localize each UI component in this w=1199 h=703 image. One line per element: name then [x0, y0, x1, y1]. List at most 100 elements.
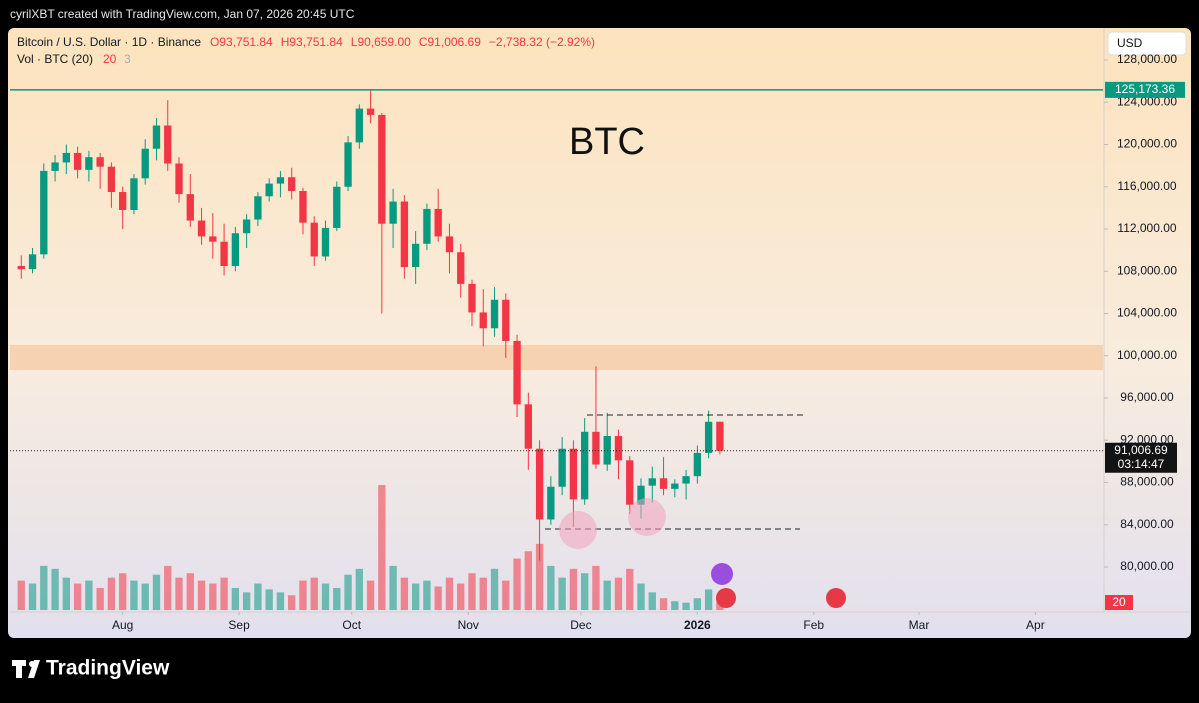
candle-body [28, 254, 37, 270]
resistance-zone [10, 345, 1103, 370]
volume-bar [366, 580, 375, 610]
candle-body [682, 476, 690, 484]
candle-body [411, 243, 420, 268]
candle-body [434, 208, 442, 237]
candle-body [197, 220, 206, 237]
candle-body [333, 186, 341, 228]
event-icon [716, 588, 736, 608]
y-tick-label: 88,000.00 [1120, 475, 1174, 489]
volume-bar [400, 577, 409, 610]
volume-bar [648, 592, 656, 610]
volume-bar [85, 580, 93, 610]
series-title: Bitcoin / U.S. Dollar · 1D · Binance [17, 35, 201, 49]
volume-bar [389, 565, 397, 610]
volume-bar [524, 551, 532, 610]
volume-bar [333, 587, 341, 610]
volume-bar [704, 589, 713, 610]
volume-bar [671, 601, 679, 610]
volume-bar [299, 580, 307, 610]
currency-label[interactable]: USD [1117, 36, 1143, 50]
candle-body [254, 196, 262, 220]
y-tick-label: 128,000.00 [1117, 52, 1177, 66]
candle-body [288, 177, 296, 191]
credit: cyrilXBT created with TradingView.com, J… [10, 7, 355, 21]
candle-body [423, 208, 431, 244]
volume-bar [603, 580, 611, 610]
candle-body [62, 152, 71, 163]
x-tick-label: Apr [1026, 618, 1045, 632]
event-icon [826, 588, 846, 608]
candle-body [355, 108, 363, 143]
volume-bar [288, 595, 296, 610]
x-tick-label: Aug [112, 618, 133, 632]
y-tick-label: 80,000.00 [1120, 559, 1174, 573]
candle-body [445, 236, 454, 253]
volume-bar [28, 583, 37, 610]
volume-bar [581, 573, 589, 610]
volume-bar [535, 543, 544, 610]
candle-body [107, 166, 116, 193]
event-icon [711, 563, 733, 585]
last-price-label: 91,006.69 [1114, 443, 1168, 457]
volume-bar [513, 558, 521, 610]
y-tick-label: 108,000.00 [1117, 263, 1177, 277]
candle-body [547, 486, 555, 520]
candle-body [220, 241, 228, 266]
candle-body [626, 460, 634, 505]
candle-body [96, 157, 104, 167]
volume-bar [502, 580, 510, 610]
logo-icon [29, 661, 35, 667]
volume-tag [1105, 595, 1133, 610]
currency-button[interactable] [1107, 31, 1187, 56]
candle-body [51, 162, 59, 171]
candle-body [693, 452, 702, 477]
candle-body [535, 448, 544, 520]
volume-legend-value: 20 [103, 52, 117, 66]
candle-body [468, 283, 476, 313]
candle-body [321, 227, 330, 257]
candle-body [716, 421, 724, 451]
candle-body [299, 190, 307, 223]
volume-bar [626, 568, 634, 610]
candle-body [310, 222, 318, 257]
volume-bar [152, 574, 161, 610]
volume-bar [119, 573, 127, 610]
candle-body [558, 448, 566, 487]
candle-body [231, 233, 240, 266]
last-price-tag [1105, 442, 1177, 473]
volume-bar [96, 587, 104, 610]
volume-bar [175, 577, 183, 610]
candle-body [704, 421, 713, 453]
candle-body [502, 299, 510, 341]
legend-value: C91,006.69 [419, 35, 481, 49]
candle-body [344, 142, 352, 187]
volume-bar [479, 577, 487, 610]
candle-body [209, 236, 217, 242]
candle-body [141, 148, 149, 179]
volume-bar [344, 574, 352, 610]
volume-bar [659, 598, 668, 610]
candle-body [457, 252, 465, 284]
y-tick-label: 84,000.00 [1120, 517, 1174, 531]
volume-bar [457, 583, 465, 610]
annotation: BTC [569, 121, 645, 163]
countdown-label: 03:14:47 [1118, 457, 1165, 471]
volume-bar [242, 592, 251, 610]
candle-body [592, 431, 600, 465]
candle-body [513, 340, 521, 405]
candle-body [265, 183, 273, 197]
legend-value: −2,738.32 (−2.92%) [489, 35, 595, 49]
volume-bar [197, 580, 206, 610]
volume-bar [231, 587, 240, 610]
volume-bar [490, 568, 499, 610]
candle-body [637, 485, 645, 505]
volume-bar [445, 577, 454, 610]
volume-bar [186, 573, 194, 610]
volume-bar [423, 580, 431, 610]
legend-value: O93,751.84 [210, 35, 273, 49]
legend: O93,751.84 H93,751.84 L90,659.00 C91,006.69… [210, 35, 595, 49]
x-tick-label: Sep [228, 618, 250, 632]
volume-bar [40, 565, 48, 610]
volume-bar [411, 583, 420, 610]
candle-body [366, 108, 375, 115]
